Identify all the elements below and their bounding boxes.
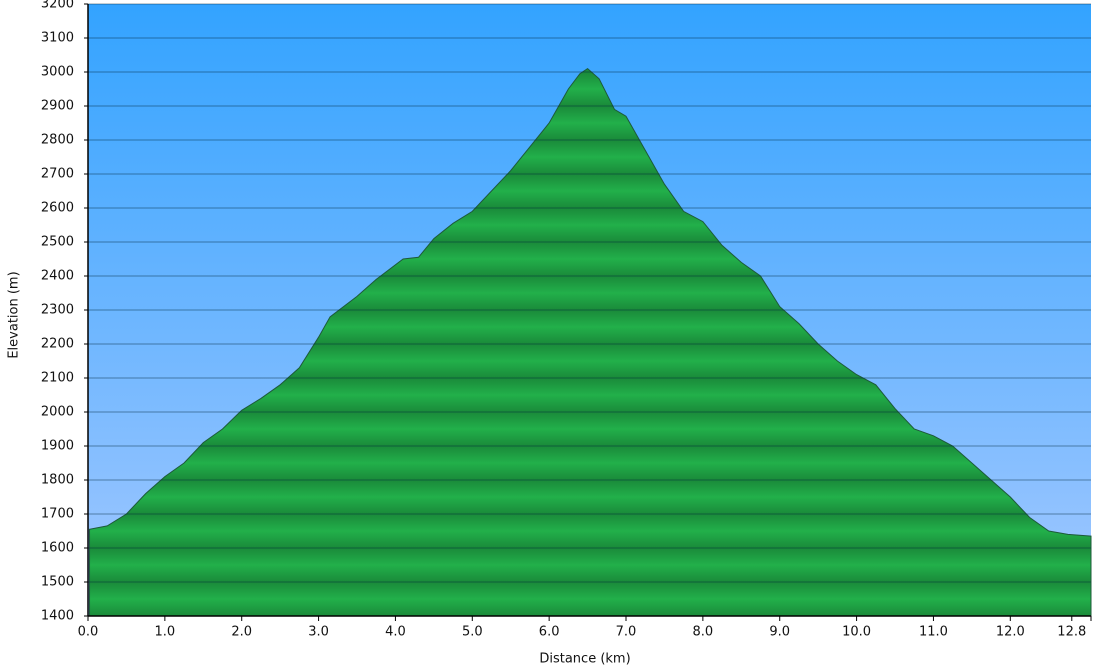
y-tick-label: 1600 [41,541,74,556]
x-tick-label: 12.8 [1057,625,1086,640]
x-tick-label: 12.0 [996,625,1025,640]
y-tick-label: 1800 [41,473,74,488]
y-tick-label: 1700 [41,507,74,522]
x-tick-label: 11.0 [919,625,948,640]
y-tick-label: 2600 [41,201,74,216]
y-tick-label: 3000 [41,65,74,80]
y-tick-label: 2500 [41,235,74,250]
elevation-area [89,67,1092,617]
x-tick-label: 10.0 [842,625,871,640]
y-tick-label: 1500 [41,575,74,590]
y-tick-label: 2300 [41,303,74,318]
y-tick-label: 2400 [41,269,74,284]
y-tick-label: 1900 [41,439,74,454]
y-axis-title: Elevation (m) [7,271,22,358]
y-tick-label: 2200 [41,337,74,352]
y-tick-label: 3200 [41,0,74,12]
x-axis-title: Distance (km) [539,652,630,667]
x-tick-label: 8.0 [693,625,714,640]
x-tick-label: 6.0 [539,625,560,640]
y-tick-label: 3100 [41,31,74,46]
y-tick-label: 2000 [41,405,74,420]
x-tick-label: 3.0 [308,625,329,640]
x-tick-label: 0.0 [78,625,99,640]
x-tick-label: 7.0 [616,625,637,640]
y-tick-label: 2800 [41,133,74,148]
y-tick-label: 1400 [41,609,74,624]
x-tick-label: 2.0 [231,625,252,640]
x-tick-label: 1.0 [155,625,176,640]
y-tick-label: 2700 [41,167,74,182]
y-tick-label: 2100 [41,371,74,386]
x-tick-label: 9.0 [769,625,790,640]
x-tick-label: 5.0 [462,625,483,640]
y-tick-label: 2900 [41,99,74,114]
x-tick-label: 4.0 [385,625,406,640]
